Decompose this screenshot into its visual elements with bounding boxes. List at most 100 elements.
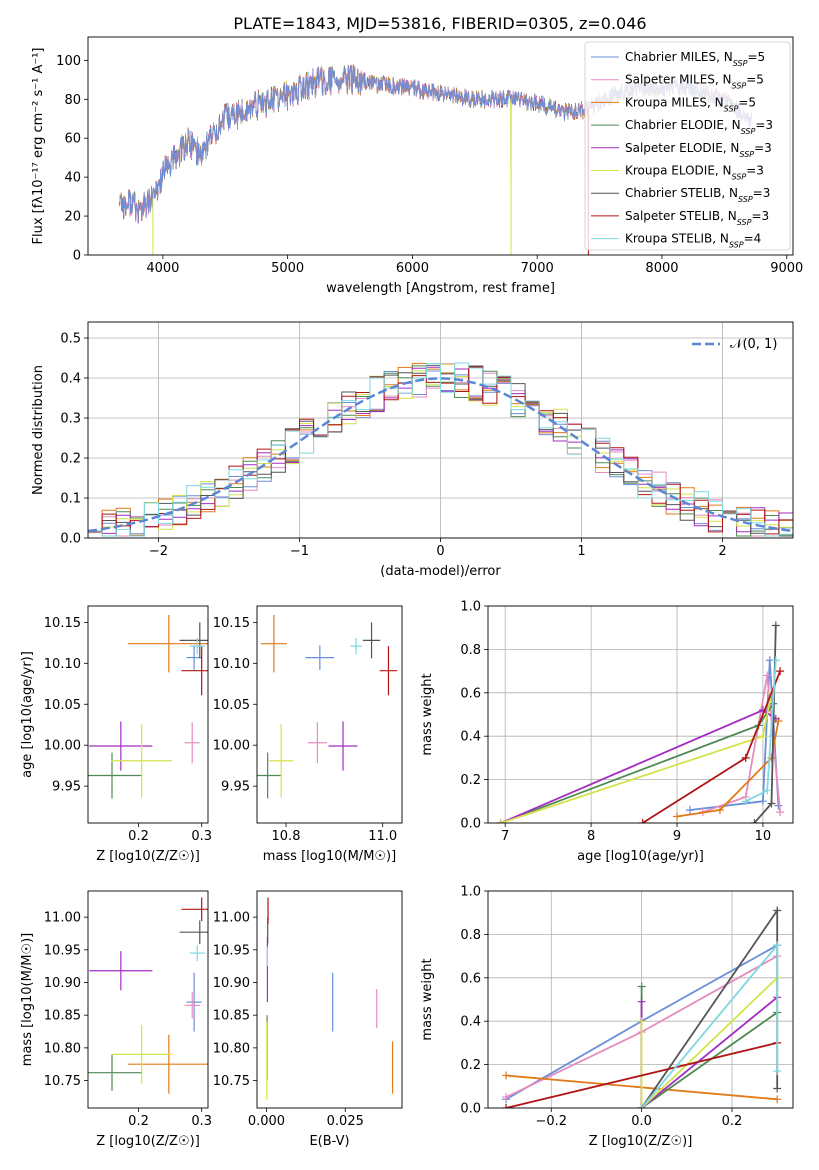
y-tick-label: 10.95 — [213, 943, 250, 958]
errorbar-salpeter-elodie — [89, 951, 153, 991]
x-tick-label: 10.8 — [272, 829, 301, 844]
weight-series-chabrier-stelib — [637, 906, 782, 1108]
weight-line — [500, 692, 773, 823]
panel-age-vs-mass: 10.8 11.0 9.95 10.00 10.05 10.10 10.15 mass [lo… — [213, 605, 403, 864]
errorbar-salpeter-elodie — [328, 721, 358, 771]
weight-marker — [773, 1095, 782, 1104]
panel-mass-vs-EBV: 0.000 0.025 10.75 10.80 10.85 10.90 10.95 11.00… — [213, 890, 403, 1149]
plot-area-weight-vs-age — [496, 621, 785, 823]
plot-area-mass-vs-Z — [88, 897, 208, 1094]
weight-marker — [637, 997, 646, 1006]
errorbar-chabrier-miles — [305, 645, 335, 670]
errorbar-salpeter-miles — [307, 722, 328, 764]
weight-line — [640, 977, 778, 1108]
weight-line — [676, 720, 780, 818]
y-tick-label: 0.4 — [460, 730, 481, 745]
panel-residuals: −2 −1 0 1 2 0.0 0.1 0.2 0.3 0.4 0.5 (data-model)/er… — [31, 321, 794, 579]
y-tick-label: 0.1 — [60, 492, 81, 507]
weight-marker — [502, 1071, 511, 1080]
y-tick-label: 0.6 — [460, 971, 481, 986]
y-tick-label: 0.8 — [460, 928, 481, 943]
x-axis-label: Z [log10(Z/Z☉)] — [589, 1134, 693, 1149]
errorbar-kroupa-stelib — [350, 637, 362, 655]
y-tick-label: 40 — [64, 171, 81, 186]
errorbar-chabrier-stelib — [362, 622, 381, 659]
errorbar-chabrier-stelib — [179, 622, 208, 659]
weight-series-salpeter-stelib — [638, 667, 785, 823]
weight-marker — [758, 732, 767, 741]
y-tick-label: 0.0 — [60, 532, 81, 547]
y-tick-label: 10.90 — [44, 976, 81, 991]
y-tick-label: 10.10 — [213, 657, 250, 672]
weight-marker — [758, 797, 767, 806]
legend-label-chabrier-miles: Chabrier MILES, NSSP=5 — [625, 50, 765, 68]
y-tick-label: 100 — [56, 54, 81, 69]
legend-box — [584, 41, 791, 251]
x-tick-label: 0.2 — [722, 1114, 743, 1129]
y-tick-label: 20 — [64, 210, 81, 225]
normal-reference-curve — [88, 377, 793, 533]
y-tick-label: 10.75 — [213, 1074, 250, 1089]
y-tick-label: 10.00 — [44, 739, 81, 754]
x-tick-label: 6000 — [396, 261, 429, 276]
panel-mass-vs-Z: 0.2 0.3 10.75 10.80 10.85 10.90 10.95 11.00 Z [l… — [20, 890, 212, 1149]
y-tick-label: 11.00 — [213, 911, 250, 926]
errorbar-kroupa-miles — [127, 1034, 208, 1094]
y-tick-label: 10.05 — [213, 698, 250, 713]
legend-label-salpeter-miles: Salpeter MILES, NSSP=5 — [625, 73, 764, 91]
legend-label-kroupa-miles: Kroupa MILES, NSSP=5 — [625, 95, 756, 113]
x-tick-label: 0.3 — [191, 829, 212, 844]
x-tick-label: 1 — [577, 544, 585, 559]
y-tick-label: 0.8 — [460, 643, 481, 658]
errorbar-kroupa-elodie — [269, 723, 294, 798]
y-tick-label: 10.80 — [213, 1041, 250, 1056]
x-tick-label: 0 — [436, 544, 444, 559]
reference-legend-label: 𝒩(0, 1) — [730, 337, 777, 352]
weight-marker — [773, 906, 782, 915]
x-tick-label: 2 — [718, 544, 726, 559]
x-tick-label: 10 — [755, 829, 772, 844]
weight-marker — [715, 805, 724, 814]
y-axis-label: mass [log10(M/M☉)] — [20, 933, 35, 1066]
weight-marker — [776, 808, 785, 817]
y-tick-label: 1.0 — [460, 885, 481, 900]
histogram-kroupa-stelib — [88, 362, 793, 538]
x-axis-label: age [log10(age/yr)] — [577, 849, 704, 864]
weight-marker — [741, 753, 750, 762]
x-axis-label: wavelength [Angstrom, rest frame] — [326, 281, 555, 296]
y-tick-label: 0.5 — [60, 332, 81, 347]
plot-area-mass-vs-EBV — [266, 897, 394, 1101]
x-tick-label: 0.2 — [128, 829, 149, 844]
x-tick-label: 8000 — [645, 261, 678, 276]
y-tick-label: 11.00 — [44, 911, 81, 926]
y-tick-label: 0 — [73, 249, 81, 264]
x-tick-label: 0.0 — [631, 1114, 652, 1129]
weight-marker — [685, 805, 694, 814]
y-axis-label: age [log10(age/yr)] — [20, 651, 35, 778]
weight-marker — [637, 982, 646, 991]
y-tick-label: 10.90 — [213, 976, 250, 991]
y-tick-label: 10.15 — [213, 616, 250, 631]
axes-frame — [487, 890, 794, 1109]
axes-frame — [487, 605, 794, 824]
x-tick-label: −2 — [149, 544, 168, 559]
y-tick-label: 1.0 — [460, 600, 481, 615]
errorbar-kroupa-elodie — [111, 1024, 172, 1084]
axes-frame — [87, 36, 794, 256]
y-tick-label: 0.4 — [460, 1015, 481, 1030]
y-tick-label: 0.2 — [60, 452, 81, 467]
weight-marker — [741, 797, 750, 806]
y-axis-label: Flux [fλ10⁻¹⁷ erg cm⁻² s⁻¹ A⁻¹] — [31, 48, 46, 245]
plot-area-residuals — [88, 362, 793, 538]
panel-spectrum: 4000 5000 6000 7000 8000 9000 0 20 40 60 80 100 wave… — [31, 36, 803, 296]
y-tick-label: 0.2 — [460, 773, 481, 788]
errorbar-chabrier-miles — [186, 645, 202, 670]
errorbar-kroupa-miles — [127, 615, 208, 673]
errorbar-kroupa-miles — [260, 615, 287, 673]
axes-frame — [256, 890, 403, 1109]
x-tick-label: −0.2 — [535, 1114, 567, 1129]
y-tick-label: 0.3 — [60, 412, 81, 427]
errorbar-salpeter-stelib — [379, 646, 398, 696]
y-tick-label: 10.80 — [44, 1041, 81, 1056]
errorbar-salpeter-miles — [184, 722, 200, 764]
